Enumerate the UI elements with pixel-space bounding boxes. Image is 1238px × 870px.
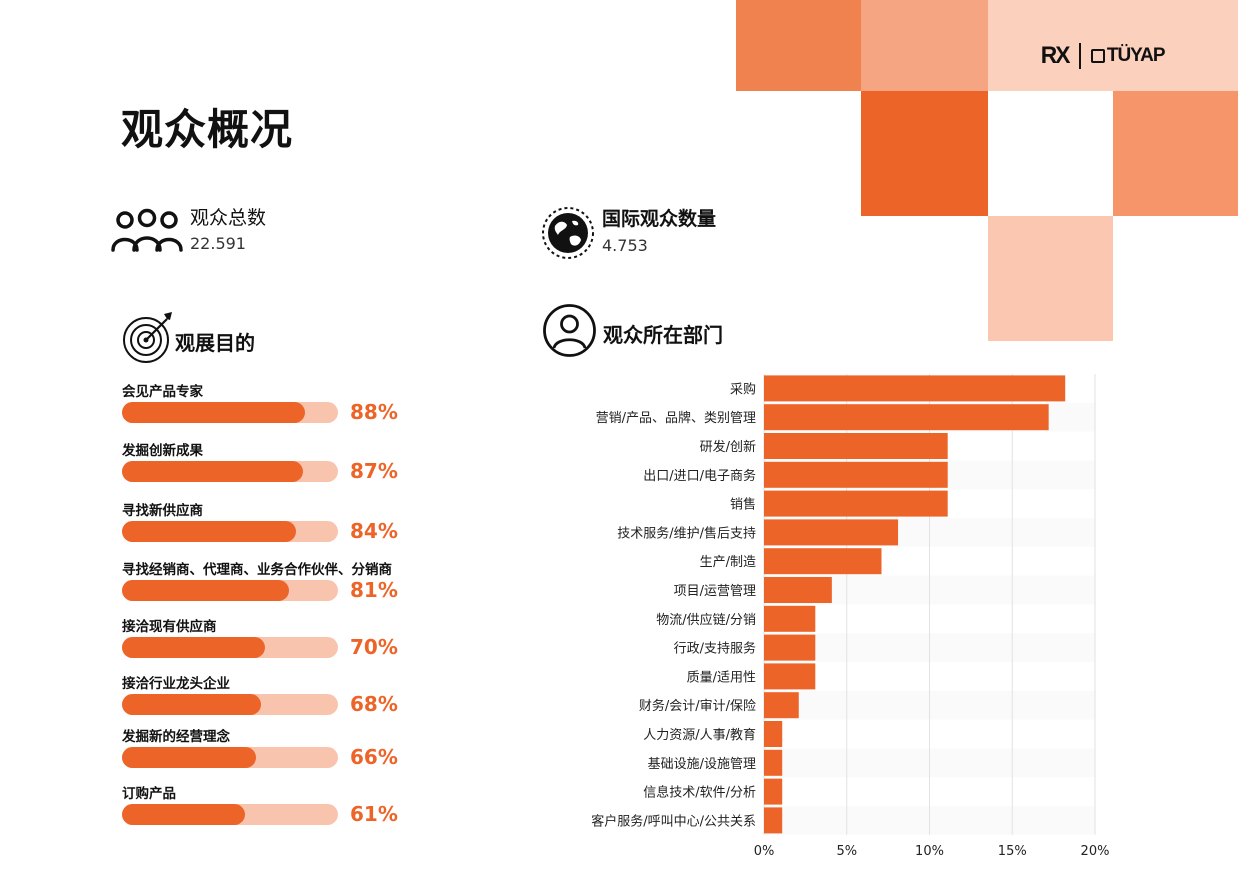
logo-tuyap-mark xyxy=(1090,49,1105,63)
bar xyxy=(764,807,783,834)
x-tick-label: 5% xyxy=(836,844,857,859)
purpose-progress-track xyxy=(122,747,338,768)
purpose-progress-fill xyxy=(122,804,246,825)
purpose-percent: 70% xyxy=(350,635,398,659)
x-tick-label: 10% xyxy=(915,844,944,859)
international-visitors-label: 国际观众数量 xyxy=(602,208,717,230)
purpose-progress-track xyxy=(122,521,338,542)
purpose-percent: 61% xyxy=(350,802,398,826)
bar xyxy=(764,634,816,661)
x-tick-label: 15% xyxy=(998,844,1027,859)
purpose-percent: 87% xyxy=(350,459,398,483)
category-label: 采购 xyxy=(730,381,756,397)
logo-divider xyxy=(1079,43,1081,69)
bar xyxy=(764,605,816,632)
target-icon xyxy=(123,312,172,363)
bar xyxy=(764,663,816,690)
purpose-percent: 81% xyxy=(350,578,398,602)
bar xyxy=(764,490,948,517)
purpose-label: 订购产品 xyxy=(122,786,176,802)
page-title: 观众概况 xyxy=(121,105,294,154)
purpose-label: 发掘新的经营理念 xyxy=(122,729,230,745)
category-label: 项目/运营管理 xyxy=(674,584,756,599)
bar xyxy=(764,404,1049,431)
bar xyxy=(764,461,948,488)
brand-logo: RX TÜYAP xyxy=(1040,40,1165,72)
purpose-percent: 68% xyxy=(350,692,398,716)
category-label: 行政/支持服务 xyxy=(674,641,756,657)
bar xyxy=(764,519,899,546)
purpose-label: 会见产品专家 xyxy=(122,384,203,400)
total-visitors-label: 观众总数 xyxy=(190,207,267,229)
decor-square xyxy=(988,216,1113,341)
purpose-progress-track xyxy=(122,637,338,658)
bar xyxy=(764,577,832,603)
x-tick-label: 0% xyxy=(754,844,775,859)
category-label: 生产/制造 xyxy=(700,555,756,570)
category-label: 营销/产品、品牌、类别管理 xyxy=(596,410,756,426)
international-visitors-value: 4.753 xyxy=(602,236,648,255)
category-label: 出口/进口/电子商务 xyxy=(643,468,756,484)
decor-square xyxy=(988,0,1238,91)
bar xyxy=(764,375,1066,402)
purpose-label: 寻找经销商、代理商、业务合作伙伴、分销商 xyxy=(122,562,392,578)
category-label: 技术服务/维护/售后支持 xyxy=(617,525,756,541)
purpose-percent: 84% xyxy=(350,519,398,543)
category-label: 客户服务/呼叫中心/公共关系 xyxy=(591,813,756,829)
purpose-progress-fill xyxy=(122,637,266,658)
category-label: 研发/创新 xyxy=(700,439,756,455)
category-label: 销售 xyxy=(730,497,756,513)
department-title: 观众所在部门 xyxy=(603,323,723,347)
decor-square xyxy=(861,91,988,216)
purpose-progress-fill xyxy=(122,580,290,601)
bar xyxy=(764,778,783,805)
purpose-percent: 88% xyxy=(350,400,398,424)
purpose-label: 发掘创新成果 xyxy=(122,443,203,459)
purpose-progress-track xyxy=(122,804,338,825)
purpose-label: 接洽行业龙头企业 xyxy=(122,676,230,692)
purpose-progress-fill xyxy=(122,461,303,482)
bar xyxy=(764,692,799,719)
purpose-progress-track xyxy=(122,461,338,482)
logo-rx: RX xyxy=(1040,42,1071,69)
purpose-progress-fill xyxy=(122,521,297,542)
category-label: 信息技术/软件/分析 xyxy=(643,785,756,801)
total-visitors-value: 22.591 xyxy=(190,234,246,253)
purpose-title: 观展目的 xyxy=(175,331,255,355)
purpose-label: 接洽现有供应商 xyxy=(122,619,217,635)
purpose-progress-fill xyxy=(122,402,305,423)
bar xyxy=(764,749,783,776)
category-label: 基础设施/设施管理 xyxy=(648,757,756,772)
person-icon xyxy=(543,304,596,357)
logo-tuyap-text: TÜYAP xyxy=(1106,45,1166,66)
category-label: 质量/适用性 xyxy=(687,670,756,685)
bar xyxy=(764,721,783,747)
purpose-progress-fill xyxy=(122,747,257,768)
bar xyxy=(764,548,882,575)
purpose-progress-track xyxy=(122,402,338,423)
decor-square xyxy=(736,0,861,91)
category-label: 财务/会计/审计/保险 xyxy=(639,698,756,714)
bar xyxy=(764,433,948,459)
purpose-percent: 66% xyxy=(350,745,398,769)
decor-square xyxy=(861,0,988,91)
globe-icon xyxy=(542,207,594,259)
purpose-progress-track xyxy=(122,580,338,601)
purpose-label: 寻找新供应商 xyxy=(122,503,203,519)
category-label: 物流/供应链/分销 xyxy=(656,612,756,628)
department-bar-chart: 0% 5% 10% 15% 20% 采购营销/产品、品牌、类别管理研发/创新出口/进口/电… xyxy=(591,374,1110,859)
purpose-progress-track xyxy=(122,694,338,715)
category-label: 人力资源/人事/教育 xyxy=(643,727,756,743)
decor-square xyxy=(1113,91,1238,216)
people-icon xyxy=(111,208,183,252)
logo-tuyap: TÜYAP xyxy=(1090,45,1166,67)
purpose-progress-fill xyxy=(122,694,261,715)
x-tick-label: 20% xyxy=(1081,844,1110,859)
